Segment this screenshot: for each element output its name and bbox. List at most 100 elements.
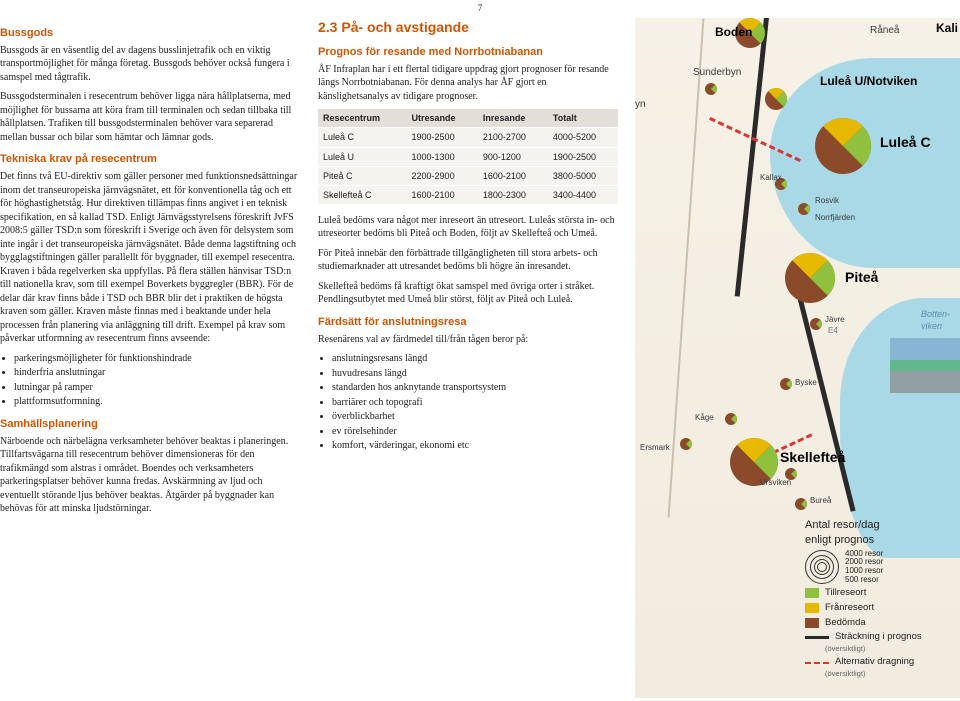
td: 3800-5000 xyxy=(548,166,618,185)
label-byske: Byske xyxy=(795,378,817,389)
pie-small xyxy=(780,378,792,390)
td: 1900-2500 xyxy=(407,128,478,147)
list-item: parkeringsmöjligheter för funktionshindr… xyxy=(14,352,300,366)
line-solid-icon xyxy=(805,636,829,639)
table-row: Luleå U 1000-1300 900-1200 1900-2500 xyxy=(318,147,618,166)
legend-sublabel: (översiktligt) xyxy=(825,669,922,679)
para: Närboende och närbelägna verksamheter be… xyxy=(0,435,300,516)
label-skelleftea: Skellefteå xyxy=(780,448,845,467)
label-ursviken: Ursviken xyxy=(760,478,791,489)
td: 1600-2100 xyxy=(478,166,548,185)
label-bottenviken: Botten- viken xyxy=(921,308,950,332)
td: 1600-2100 xyxy=(407,185,478,204)
legend-row: Sträckning i prognos xyxy=(805,631,922,644)
label-kali: Kali xyxy=(936,20,958,36)
label-boden: Boden xyxy=(715,24,752,40)
para: Bussgods är en väsentlig del av dagens b… xyxy=(0,44,300,85)
heading-samhallsplanering: Samhällsplanering xyxy=(0,417,300,432)
list-item: barriärer och topografi xyxy=(332,396,618,410)
swatch-fran xyxy=(805,603,819,613)
list-item: överblickbarhet xyxy=(332,410,618,424)
pie-pitea xyxy=(785,253,835,303)
table-header-row: Resecentrum Utresande Inresande Totalt xyxy=(318,109,618,128)
label-pitea: Piteå xyxy=(845,268,878,287)
table-row: Luleå C 1900-2500 2100-2700 4000-5200 xyxy=(318,128,618,147)
td: Skellefteå C xyxy=(318,185,407,204)
legend-label: Tillreseort xyxy=(825,587,866,600)
para: Skellefteå bedöms få kraftigt ökat samsp… xyxy=(318,280,618,307)
page-number: 7 xyxy=(478,2,483,14)
td: 900-1200 xyxy=(478,147,548,166)
label-sunderbyn: Sunderbyn xyxy=(693,66,741,80)
label-burea: Bureå xyxy=(810,496,831,507)
pie-small xyxy=(725,413,737,425)
label-yn: yn xyxy=(635,98,646,112)
para: ÅF Infraplan har i ett flertal tidigare … xyxy=(318,63,618,104)
para: Luleå bedöms vara något mer inreseort än… xyxy=(318,214,618,241)
route-map: Boden Råneå Kali Luleå U/Notviken Luleå … xyxy=(635,18,960,698)
heading-tekniska: Tekniska krav på resecentrum xyxy=(0,152,300,167)
td: 3400-4400 xyxy=(548,185,618,204)
list-item: plattformsutformning. xyxy=(14,395,300,409)
td: 2100-2700 xyxy=(478,128,548,147)
td: Luleå U xyxy=(318,147,407,166)
pie-small xyxy=(680,438,692,450)
list-item: hinderfria anslutningar xyxy=(14,366,300,380)
list-item: ev rörelsehinder xyxy=(332,425,618,439)
pie-small xyxy=(795,498,807,510)
label-ersmark: Ersmark xyxy=(640,443,670,454)
td: 4000-5200 xyxy=(548,128,618,147)
legend-label: Bedömda xyxy=(825,617,866,630)
swatch-bed xyxy=(805,618,819,628)
td: Luleå C xyxy=(318,128,407,147)
legend-label: Frånreseort xyxy=(825,602,874,615)
heading-fardsatt: Färdsätt för anslutningsresa xyxy=(318,315,618,330)
column-middle: 2.3 På- och avstigande Prognos för resan… xyxy=(318,18,618,459)
pie-luleau xyxy=(765,88,787,110)
label-e4: E4 xyxy=(828,326,838,337)
column-map: Boden Råneå Kali Luleå U/Notviken Luleå … xyxy=(635,18,960,698)
label-rosvik: Rosvik xyxy=(815,196,839,207)
para: För Piteå innebär den förbättrade tillgä… xyxy=(318,247,618,274)
para: Bussgodsterminalen i resecentrum behöver… xyxy=(0,90,300,144)
legend-row: Tillreseort xyxy=(805,587,922,600)
list-item: huvudresans längd xyxy=(332,367,618,381)
pie-small xyxy=(810,318,822,330)
legend-row: Bedömda xyxy=(805,617,922,630)
bullet-list: parkeringsmöjligheter för funktionshindr… xyxy=(14,352,300,409)
inset-photo xyxy=(890,338,960,393)
td: 1900-2500 xyxy=(548,147,618,166)
label-luleau: Luleå U/Notviken xyxy=(820,73,917,89)
column-left: Bussgods Bussgods är en väsentlig del av… xyxy=(0,18,300,522)
line-dash-icon xyxy=(805,662,829,664)
legend-title: Antal resor/dag enligt prognos xyxy=(805,518,922,548)
table-row: Piteå C 2200-2900 1600-2100 3800-5000 xyxy=(318,166,618,185)
heading-bussgods: Bussgods xyxy=(0,26,300,41)
list-item: lutningar på ramper xyxy=(14,381,300,395)
td: Piteå C xyxy=(318,166,407,185)
table-row: Skellefteå C 1600-2100 1800-2300 3400-44… xyxy=(318,185,618,204)
legend-label: Sträckning i prognos xyxy=(835,631,922,644)
label-kallax: Kallax xyxy=(760,173,782,184)
td: 1800-2300 xyxy=(478,185,548,204)
bullet-list: anslutningsresans längd huvudresans läng… xyxy=(332,352,618,453)
rail-line xyxy=(735,18,770,297)
pie-luleac xyxy=(815,118,871,174)
list-item: standarden hos anknytande transportsyste… xyxy=(332,381,618,395)
td: 2200-2900 xyxy=(407,166,478,185)
th: Inresande xyxy=(478,109,548,128)
list-item: anslutningsresans längd xyxy=(332,352,618,366)
th: Resecentrum xyxy=(318,109,407,128)
para: Resenärens val av färdmedel till/från tå… xyxy=(318,333,618,347)
label-norrfj: Norrfjärden xyxy=(815,213,855,224)
td: 1000-1300 xyxy=(407,147,478,166)
label-kage: Kåge xyxy=(695,413,714,424)
th: Totalt xyxy=(548,109,618,128)
pie-small xyxy=(705,83,717,95)
swatch-till xyxy=(805,588,819,598)
section-heading: 2.3 På- och avstigande xyxy=(318,18,618,37)
para: Det finns två EU-direktiv som gäller per… xyxy=(0,170,300,346)
legend-row: Alternativ dragning xyxy=(805,656,922,669)
legend-sublabel: (översiktligt) xyxy=(825,644,922,654)
list-item: komfort, värderingar, ekonomi etc xyxy=(332,439,618,453)
